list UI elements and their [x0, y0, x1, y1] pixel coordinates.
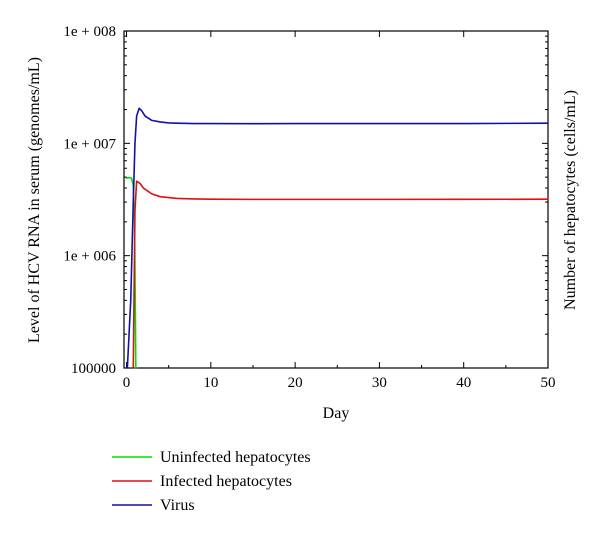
- x-tick-label: 20: [288, 375, 303, 391]
- series-group: [125, 107, 549, 369]
- x-tick-label: 0: [123, 375, 131, 391]
- y-tick-label: 1e + 008: [63, 24, 116, 40]
- y-axis-ticks: 100000 1e + 006 1e + 007 1e + 008: [63, 24, 548, 377]
- legend-label-virus: Virus: [160, 497, 195, 514]
- legend-label-infected-hepatocytes: Infected hepatocytes: [160, 473, 292, 490]
- x-tick-label: 40: [456, 375, 471, 391]
- series-line-infected-hepatocytes: [132, 180, 549, 369]
- x-axis-title: Day: [323, 405, 350, 422]
- x-tick-label: 50: [541, 375, 556, 391]
- legend-label-uninfected-hepatocytes: Uninfected hepatocytes: [160, 449, 311, 466]
- x-axis-ticks: 0 10 20 30 40 50: [123, 31, 556, 391]
- y2-axis-title: Number of hepatocytes (cells/mL): [562, 90, 579, 310]
- x-tick-label: 30: [372, 375, 387, 391]
- x-tick-label: 10: [203, 375, 218, 391]
- y-tick-label: 1e + 006: [63, 249, 116, 265]
- y-tick-label: 1e + 007: [63, 136, 116, 152]
- series-line-virus: [126, 107, 549, 369]
- y-tick-label: 100000: [71, 361, 116, 377]
- legend: Uninfected hepatocytes Infected hepatocyt…: [112, 449, 311, 514]
- y-axis-title: Level of HCV RNA in serum (genomes/mL): [26, 57, 43, 343]
